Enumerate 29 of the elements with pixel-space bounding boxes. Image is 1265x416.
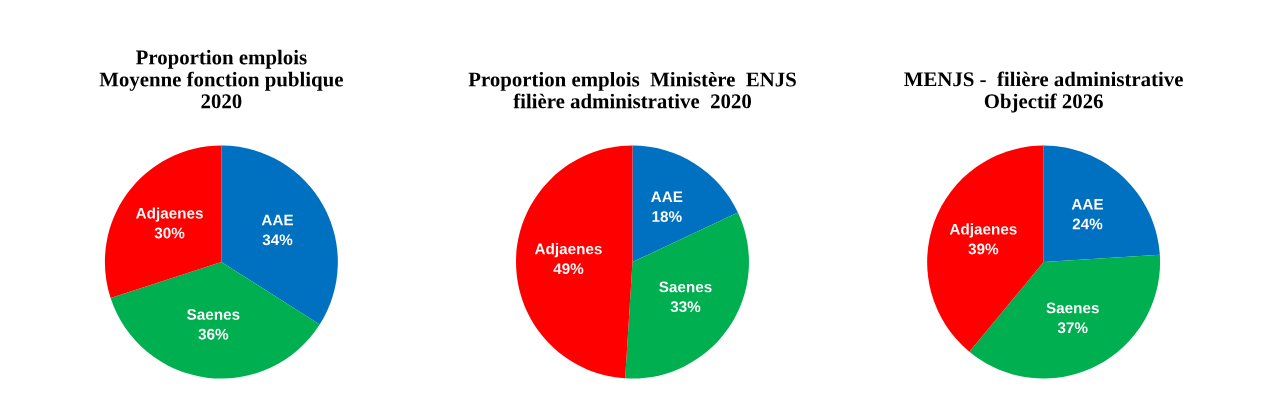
slice-label: AAE [261,214,294,226]
pie-slice [110,262,320,379]
slice-label: Adjaenes [135,207,203,222]
pie-slice [927,145,1044,352]
pie-slice [969,254,1161,379]
slice-label: AAE [651,191,683,203]
data-label: 49% [553,263,584,275]
data-label: 34% [262,234,293,246]
data-label: 39% [968,243,999,255]
slice-label: Saenes [1046,302,1099,314]
data-label: 30% [154,227,185,239]
chart-title: Proportion emplois Ministère ENJS filière administrative 2020 [468,71,796,109]
pie-slice [632,145,738,263]
chart-title: Proportion emplois Moyenne fonction publique 2020 [99,49,343,109]
data-label: 33% [670,301,701,313]
data-label: 18% [652,211,682,222]
chart-title: MENJS - filière administrative Objectif 2026 [904,71,1183,113]
pie-slice [1043,145,1160,263]
slice-label: Saenes [187,309,240,320]
data-label: 24% [1072,218,1103,230]
pie-slice [625,212,749,379]
slice-label: AAE [1071,198,1104,210]
slice-label: Saenes [659,281,712,293]
data-label: 36% [198,328,229,340]
pie-slice [104,145,222,299]
data-label: 37% [1057,322,1088,334]
slice-label: Adjaenes [949,223,1017,238]
slice-label: Adjaenes [534,243,602,258]
pie-slice [516,145,633,379]
